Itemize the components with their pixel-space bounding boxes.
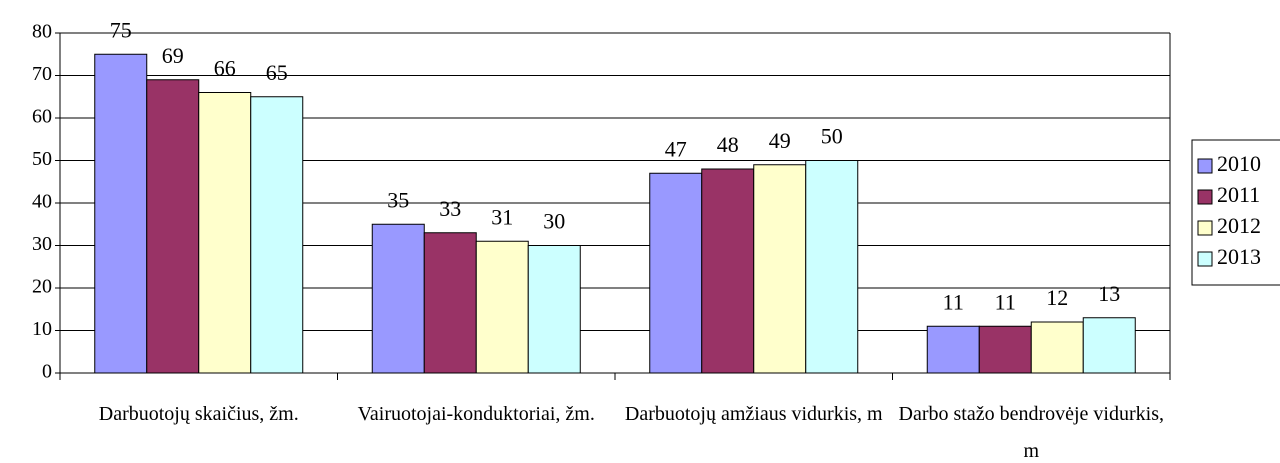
bar [1082,317,1136,374]
data-label: 12 [1046,285,1068,310]
legend-swatch [1197,220,1213,236]
legend-swatch [1197,251,1213,267]
bar [94,53,148,374]
data-label: 11 [943,289,964,314]
data-label: 49 [769,128,791,153]
x-tick-label-line: Darbo stažo bendrovėje vidurkis, [899,403,1164,425]
y-tick-label: 50 [32,148,52,170]
data-label: 50 [821,124,843,149]
data-label: 31 [491,204,513,229]
bar [475,240,529,374]
legend-swatch [1197,158,1213,174]
legend-label: 2011 [1217,182,1260,207]
y-tick-label: 40 [32,191,52,213]
bar [527,245,581,374]
bar [146,79,200,374]
data-label: 35 [387,187,409,212]
y-tick-label: 10 [32,318,52,340]
data-label: 47 [665,136,687,161]
data-label: 13 [1098,281,1120,306]
data-label: 11 [995,289,1016,314]
bar [1030,321,1084,374]
y-tick-label: 0 [42,361,52,383]
data-label: 66 [214,56,236,81]
data-label: 75 [110,17,132,42]
x-tick-label-line: Darbuotojų skaičius, žm. [99,403,299,425]
data-label: 69 [162,43,184,68]
data-label: 65 [266,60,288,85]
bar [753,164,807,374]
y-tick-label: 30 [32,233,52,255]
y-tick-label: 80 [32,21,52,43]
legend-label: 2012 [1217,213,1261,238]
bar [926,325,980,374]
x-tick-label: Darbuotojų skaičius, žm. [99,403,299,425]
data-label: 33 [439,196,461,221]
bar [371,223,425,374]
x-tick-label: Vairuotojai-konduktoriai, žm. [358,403,595,425]
y-tick-label: 70 [32,63,52,85]
data-label: 30 [543,209,565,234]
y-tick-label: 60 [32,106,52,128]
x-tick-label-line: Darbuotojų amžiaus vidurkis, m [625,403,883,425]
legend-label: 2013 [1217,244,1261,269]
bar [198,92,252,374]
x-tick-label: Darbo stažo bendrovėje vidurkis, m [899,403,1164,462]
bar [649,172,703,374]
x-tick-label-line: Vairuotojai-konduktoriai, žm. [358,403,595,425]
bar [805,160,859,374]
x-tick-label-line: m [1023,440,1039,462]
bar [250,96,304,374]
bar [701,168,755,374]
legend-swatch [1197,189,1213,205]
data-label: 48 [717,132,739,157]
bar [978,325,1032,374]
y-tick-label: 20 [32,276,52,298]
x-tick-label: Darbuotojų amžiaus vidurkis, m [625,403,883,425]
legend-label: 2010 [1217,151,1261,176]
bar [423,232,477,374]
